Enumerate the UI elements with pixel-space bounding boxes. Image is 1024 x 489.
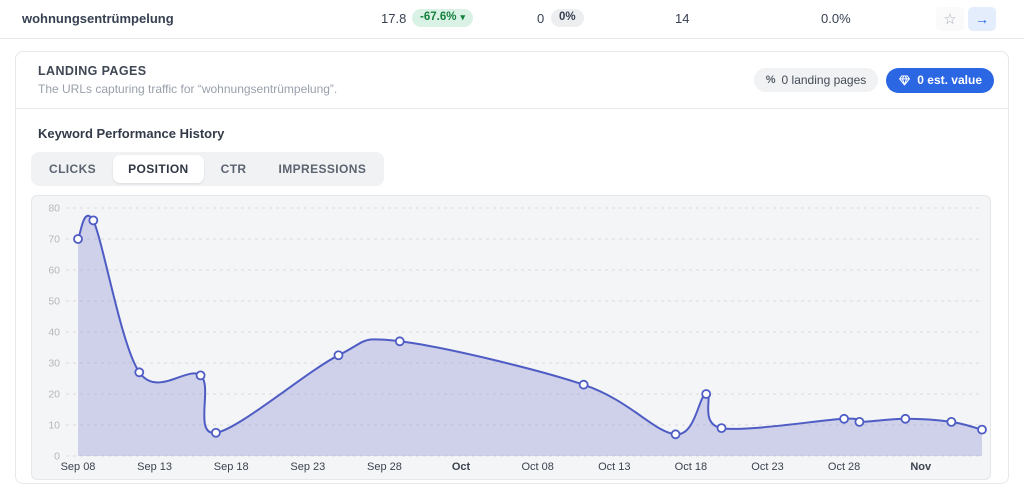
svg-text:Sep 08: Sep 08 <box>61 461 96 473</box>
position-area-chart: 0 10 20 30 40 50 60 70 80 Sep 08 Sep 13 Sep 18 Sep 2… <box>48 203 987 473</box>
svg-text:Sep 13: Sep 13 <box>137 461 172 473</box>
svg-text:Oct 23: Oct 23 <box>751 461 783 473</box>
svg-text:0: 0 <box>54 451 60 463</box>
tab-ctr[interactable]: CTR <box>206 155 262 183</box>
svg-text:30: 30 <box>48 358 60 370</box>
svg-text:60: 60 <box>48 265 60 277</box>
clicks-value: 0 <box>537 11 545 26</box>
landing-pages-heading-block: LANDING PAGES The URLs capturing traffic… <box>38 64 337 96</box>
arrow-right-icon: → <box>975 11 989 27</box>
svg-text:80: 80 <box>48 203 60 215</box>
star-icon: ☆ <box>943 11 957 28</box>
est-value-button[interactable]: 0 est. value <box>886 67 994 93</box>
landing-pages-count-label: 0 landing pages <box>781 73 867 87</box>
position-change-badge[interactable]: -67.6% ▾ <box>412 9 473 27</box>
link-icon: % <box>765 73 776 86</box>
open-keyword-button[interactable]: → <box>968 7 996 31</box>
est-value-label: 0 est. value <box>917 73 982 87</box>
svg-text:40: 40 <box>48 327 60 339</box>
svg-text:Oct 18: Oct 18 <box>675 461 707 473</box>
position-chart-panel: 0 10 20 30 40 50 60 70 80 Sep 08 Sep 13 Sep 18 Sep 2… <box>31 195 991 480</box>
performance-section: Keyword Performance History CLICKS POSIT… <box>16 126 1008 480</box>
landing-pages-description: The URLs capturing traffic for “wohnungs… <box>38 82 338 96</box>
keyword-row: wohnungsentrümpelung 17.8 -67.6% ▾ 0 0% … <box>0 0 1024 39</box>
tab-clicks[interactable]: CLICKS <box>34 155 111 183</box>
ctr-value: 0.0% <box>821 11 851 26</box>
caret-down-icon: ▾ <box>460 12 465 23</box>
metric-tabs: CLICKS POSITION CTR IMPRESSIONS <box>31 152 385 186</box>
svg-text:20: 20 <box>48 389 60 401</box>
performance-title: Keyword Performance History <box>38 126 225 141</box>
impressions-value: 14 <box>675 11 690 26</box>
svg-text:10: 10 <box>48 420 60 432</box>
position-change-value: -67.6% <box>420 11 457 23</box>
svg-text:Sep 23: Sep 23 <box>290 461 325 473</box>
tab-position[interactable]: POSITION <box>113 155 204 183</box>
landing-pages-card: LANDING PAGES The URLs capturing traffic… <box>15 51 1009 484</box>
svg-text:Sep 18: Sep 18 <box>214 461 249 473</box>
favorite-star-button[interactable]: ☆ <box>936 7 964 31</box>
svg-text:Sep 28: Sep 28 <box>367 461 402 473</box>
landing-pages-title: LANDING PAGES <box>38 64 147 78</box>
svg-text:Oct: Oct <box>452 461 471 473</box>
tab-impressions[interactable]: IMPRESSIONS <box>264 155 382 183</box>
svg-text:Oct 08: Oct 08 <box>521 461 553 473</box>
svg-text:Oct 13: Oct 13 <box>598 461 630 473</box>
gem-icon <box>898 74 911 87</box>
svg-text:Nov: Nov <box>910 461 932 473</box>
clicks-change-badge: 0% <box>551 9 584 27</box>
landing-pages-badges: % 0 landing pages 0 est. value <box>753 67 994 93</box>
landing-pages-header: LANDING PAGES The URLs capturing traffic… <box>16 52 1008 109</box>
position-value: 17.8 <box>381 11 407 26</box>
landing-pages-count-badge: % 0 landing pages <box>753 68 879 92</box>
keyword-name: wohnungsentrümpelung <box>22 11 174 26</box>
svg-text:50: 50 <box>48 296 60 308</box>
svg-text:Oct 28: Oct 28 <box>828 461 860 473</box>
svg-text:70: 70 <box>48 234 60 246</box>
